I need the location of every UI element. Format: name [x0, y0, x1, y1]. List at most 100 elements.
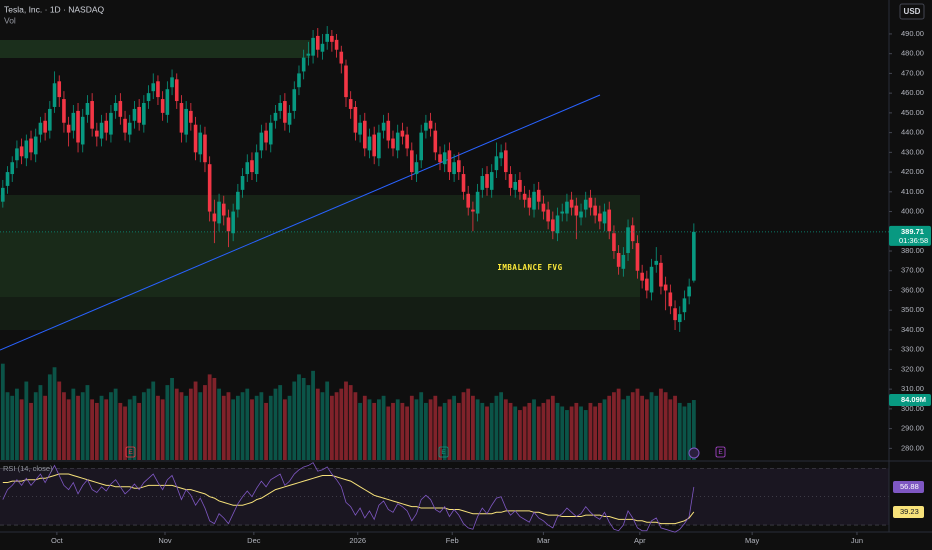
candle-body — [377, 132, 381, 159]
y-tick-label: 300.00 — [901, 404, 924, 413]
event-label[interactable]: E — [718, 449, 723, 456]
candle-body — [569, 199, 574, 208]
volume-bar — [15, 388, 19, 460]
candle-body — [254, 152, 259, 175]
candle-body — [424, 122, 428, 131]
candle-body — [593, 205, 597, 216]
event-label[interactable]: E — [441, 449, 446, 456]
event-box[interactable] — [715, 446, 726, 458]
volume-bar — [419, 392, 424, 460]
candle-body — [240, 176, 245, 190]
candle-body — [104, 120, 109, 133]
x-tick-label: 2026 — [349, 536, 366, 545]
volume-bar — [113, 388, 118, 460]
candle-body — [212, 213, 217, 222]
volume-layer — [0, 363, 696, 460]
candle-body — [184, 108, 188, 135]
candle-body — [551, 219, 555, 232]
dividend-icon[interactable] — [688, 447, 700, 459]
volume-bar — [485, 406, 489, 460]
volume-bar — [687, 402, 692, 460]
candle-body — [579, 211, 583, 218]
volume-bar — [353, 392, 358, 460]
volume-bar — [691, 400, 696, 460]
volume-bar — [0, 363, 5, 460]
candle-body — [353, 106, 358, 133]
y-tick-label: 420.00 — [901, 167, 924, 176]
event-marker[interactable]: E — [125, 446, 136, 458]
candle-body — [372, 134, 376, 157]
volume-bar — [489, 402, 494, 460]
candle-body — [574, 205, 579, 216]
volume-bar — [240, 392, 245, 460]
volume-bar — [503, 399, 508, 460]
candle-body — [616, 252, 621, 267]
event-box[interactable] — [125, 446, 136, 458]
candle-body — [541, 203, 546, 212]
rsi-pill — [893, 480, 924, 493]
candle-body — [546, 209, 550, 222]
volume-bar — [635, 388, 640, 460]
volume-bar — [456, 402, 461, 460]
candle-body — [471, 209, 475, 212]
candle-body — [15, 148, 19, 161]
event-label[interactable]: E — [128, 449, 133, 456]
volume-bar — [160, 399, 165, 460]
volume-bar — [52, 367, 57, 460]
y-tick-label: 290.00 — [901, 424, 924, 433]
currency[interactable]: USD — [904, 7, 921, 16]
currency-button[interactable] — [899, 3, 925, 20]
candle-body — [90, 101, 94, 129]
volume-bar — [264, 402, 268, 460]
drawings — [0, 40, 640, 351]
volume-last-label: 84.09M — [901, 395, 926, 404]
event-marker[interactable]: E — [438, 446, 449, 458]
candle-body — [682, 298, 687, 313]
volume-bar — [146, 388, 151, 460]
event-box[interactable] — [438, 446, 449, 458]
volume-bar — [626, 395, 630, 460]
volume-bar — [409, 395, 414, 460]
candle-body — [673, 308, 677, 321]
candle-body — [217, 201, 221, 224]
rsi-ma-line — [2, 473, 695, 525]
candle-body — [52, 83, 57, 107]
candle-body — [109, 112, 113, 135]
rsi-last-label: 56.88 — [900, 482, 919, 491]
volume-bar — [226, 392, 231, 460]
zone — [0, 232, 640, 297]
candle-body — [649, 266, 654, 293]
candle-body — [85, 103, 90, 115]
volume-bar — [682, 406, 687, 460]
candle-body — [43, 120, 47, 133]
volume-bar — [123, 406, 127, 460]
candle-body — [245, 162, 250, 175]
volume-bar — [447, 399, 452, 460]
volume-bar — [381, 395, 386, 460]
volume-bar — [438, 406, 442, 460]
candle-body — [527, 197, 532, 208]
y-tick-label: 400.00 — [901, 207, 924, 216]
candle-body — [315, 35, 320, 50]
candle-body — [344, 65, 348, 98]
volume-bar — [391, 402, 395, 460]
event-marker[interactable]: E — [715, 446, 726, 458]
y-tick-label: 480.00 — [901, 49, 924, 58]
volume-bar — [339, 388, 344, 460]
candle-body — [123, 118, 127, 133]
annotation: IMBALANCE FVG — [497, 263, 562, 272]
candle-body — [428, 120, 433, 129]
candle-body — [33, 136, 38, 155]
volume-bar — [475, 399, 480, 460]
candle-body — [419, 132, 424, 161]
axis-layer: 490.00 480.00 470.00 460.00 450.00 440.00 430.… — [0, 29, 931, 545]
volume-bar — [452, 395, 457, 460]
volume-bar — [569, 406, 574, 460]
volume-bar — [273, 388, 278, 460]
candle-body — [339, 51, 344, 64]
candle-body — [203, 134, 207, 163]
candle-body — [38, 122, 43, 135]
candle-body — [273, 112, 278, 121]
